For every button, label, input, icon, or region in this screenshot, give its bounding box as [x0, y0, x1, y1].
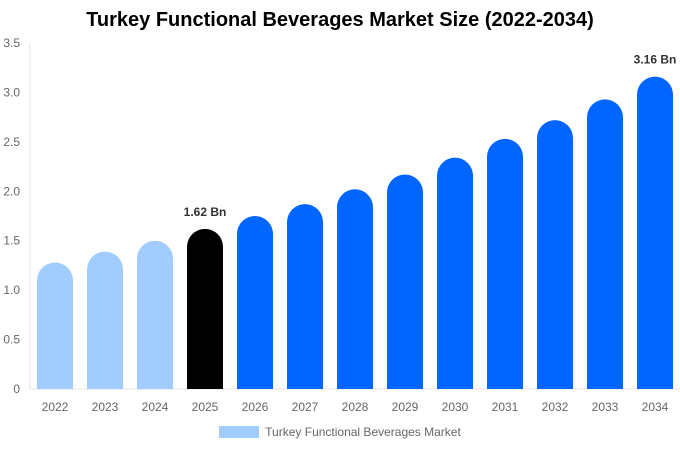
legend-label: Turkey Functional Beverages Market [265, 425, 461, 439]
data-label: 1.62 Bn [184, 205, 227, 219]
y-tick-label: 0.5 [3, 333, 20, 347]
bar-2029 [387, 174, 423, 389]
bar-2030 [437, 157, 473, 389]
bar-2022 [37, 262, 73, 389]
x-tick-label: 2033 [592, 400, 619, 414]
chart-title: Turkey Functional Beverages Market Size … [86, 9, 594, 31]
bar-2024 [137, 240, 173, 389]
x-tick-label: 2034 [642, 400, 669, 414]
x-tick-label: 2026 [242, 400, 269, 414]
y-tick-label: 2.5 [3, 135, 20, 149]
x-tick-label: 2030 [442, 400, 469, 414]
bar-2026 [237, 216, 273, 389]
y-tick-label: 3.5 [3, 36, 20, 50]
x-tick-label: 2023 [92, 400, 119, 414]
bar-2028 [337, 189, 373, 389]
y-tick-label: 2.0 [3, 184, 20, 198]
x-tick-label: 2027 [292, 400, 319, 414]
y-tick-label: 1.5 [3, 234, 20, 248]
legend: Turkey Functional Beverages Market [0, 425, 680, 439]
x-tick-label: 2024 [142, 400, 169, 414]
bar-2034 [637, 76, 673, 390]
bar-2025 [187, 228, 223, 389]
legend-swatch [219, 426, 260, 438]
x-tick-label: 2032 [542, 400, 569, 414]
y-tick-label: 1.0 [3, 283, 20, 297]
x-tick-label: 2022 [42, 400, 69, 414]
bar-2032 [537, 120, 573, 389]
x-tick-label: 2029 [392, 400, 419, 414]
x-tick-label: 2028 [342, 400, 369, 414]
bar-2027 [287, 204, 323, 389]
y-tick-label: 3.0 [3, 85, 20, 99]
x-tick-label: 2031 [492, 400, 519, 414]
bar-2033 [587, 99, 623, 389]
data-label: 3.16 Bn [634, 53, 677, 67]
bar-2031 [487, 138, 523, 389]
bar-2023 [87, 251, 123, 389]
y-tick-label: 0 [13, 382, 20, 396]
x-tick-label: 2025 [192, 400, 219, 414]
